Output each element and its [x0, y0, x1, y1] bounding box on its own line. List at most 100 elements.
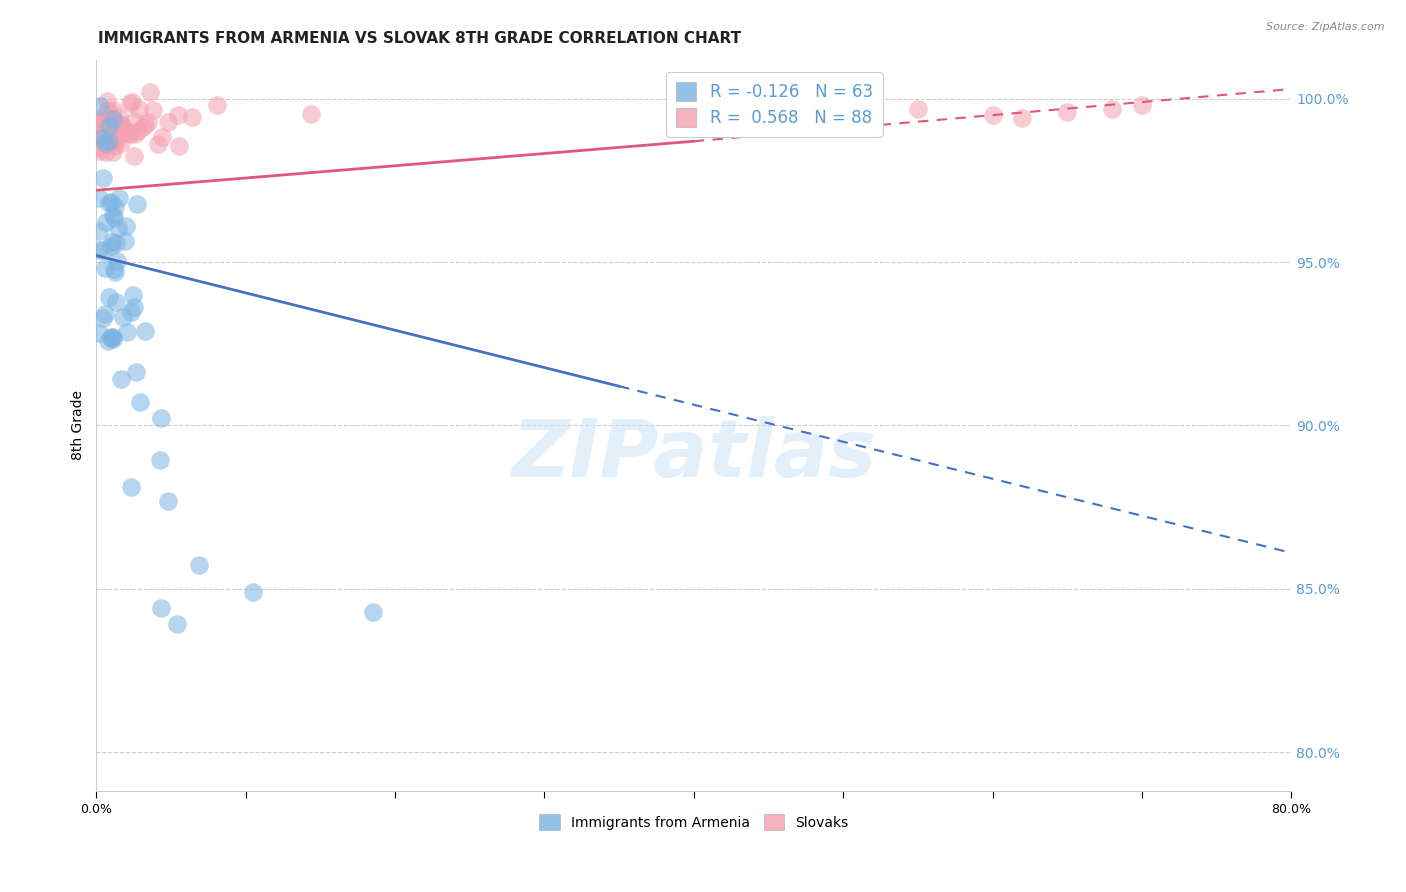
- Point: [100, 330, 122, 344]
- Point: [149, 453, 172, 467]
- Point: [103, 139, 125, 153]
- Point: [150, 129, 173, 144]
- Point: [89, 119, 111, 133]
- Text: Source: ZipAtlas.com: Source: ZipAtlas.com: [1267, 22, 1385, 32]
- Legend: Immigrants from Armenia, Slovaks: Immigrants from Armenia, Slovaks: [533, 808, 855, 836]
- Point: [89, 99, 111, 113]
- Point: [180, 110, 202, 124]
- Point: [93, 126, 115, 140]
- Point: [94, 307, 117, 321]
- Point: [981, 108, 1004, 122]
- Point: [97, 129, 120, 144]
- Point: [101, 330, 124, 344]
- Point: [108, 110, 131, 124]
- Point: [90, 131, 112, 145]
- Point: [89, 120, 111, 135]
- Point: [122, 301, 145, 315]
- Point: [100, 331, 122, 345]
- Point: [100, 112, 122, 127]
- Point: [758, 98, 780, 112]
- Point: [1056, 104, 1078, 119]
- Point: [115, 325, 138, 339]
- Point: [100, 112, 122, 126]
- Point: [89, 140, 111, 154]
- Point: [114, 234, 136, 248]
- Point: [111, 122, 134, 136]
- Point: [97, 334, 120, 349]
- Point: [101, 235, 124, 250]
- Point: [108, 120, 131, 135]
- Point: [139, 85, 162, 99]
- Point: [105, 295, 128, 310]
- Point: [89, 225, 111, 239]
- Point: [97, 103, 120, 117]
- Point: [89, 136, 111, 150]
- Text: IMMIGRANTS FROM ARMENIA VS SLOVAK 8TH GRADE CORRELATION CHART: IMMIGRANTS FROM ARMENIA VS SLOVAK 8TH GR…: [98, 31, 741, 46]
- Point: [1130, 98, 1153, 112]
- Point: [122, 149, 145, 163]
- Point: [105, 236, 128, 251]
- Point: [242, 585, 264, 599]
- Point: [89, 129, 111, 144]
- Point: [111, 119, 134, 133]
- Point: [89, 128, 111, 143]
- Point: [97, 196, 120, 211]
- Point: [124, 128, 146, 142]
- Point: [120, 480, 142, 494]
- Point: [107, 119, 129, 133]
- Point: [167, 108, 190, 122]
- Point: [89, 111, 111, 125]
- Point: [89, 191, 111, 205]
- Point: [100, 239, 122, 253]
- Point: [115, 219, 138, 233]
- Point: [98, 119, 121, 133]
- Point: [98, 134, 121, 148]
- Point: [103, 208, 125, 222]
- Point: [103, 145, 125, 160]
- Point: [89, 144, 111, 158]
- Text: ZIPatlas: ZIPatlas: [512, 416, 876, 493]
- Point: [93, 170, 115, 185]
- Point: [90, 127, 112, 141]
- Point: [112, 310, 135, 325]
- Point: [89, 243, 111, 257]
- Point: [105, 123, 128, 137]
- Point: [91, 244, 114, 258]
- Point: [105, 254, 128, 268]
- Point: [101, 333, 124, 347]
- Point: [97, 118, 120, 132]
- Point: [104, 128, 127, 143]
- Point: [91, 127, 114, 141]
- Point: [142, 103, 165, 118]
- Point: [91, 116, 114, 130]
- Point: [91, 310, 114, 325]
- Point: [125, 365, 148, 379]
- Point: [103, 262, 125, 277]
- Point: [129, 394, 152, 409]
- Point: [148, 136, 170, 151]
- Point: [93, 113, 115, 128]
- Point: [122, 113, 145, 128]
- Point: [89, 127, 111, 141]
- Point: [907, 102, 929, 116]
- Point: [110, 117, 132, 131]
- Point: [149, 601, 172, 615]
- Point: [97, 134, 120, 148]
- Point: [101, 112, 124, 126]
- Point: [361, 605, 384, 619]
- Point: [89, 115, 111, 129]
- Y-axis label: 8th Grade: 8th Grade: [72, 391, 86, 460]
- Point: [149, 411, 172, 425]
- Point: [1101, 102, 1123, 116]
- Point: [89, 130, 111, 145]
- Point: [94, 261, 117, 276]
- Point: [94, 136, 117, 150]
- Point: [108, 191, 131, 205]
- Point: [121, 288, 143, 302]
- Point: [101, 103, 124, 117]
- Point: [205, 97, 228, 112]
- Point: [100, 136, 122, 150]
- Point: [100, 194, 122, 209]
- Point: [121, 95, 143, 109]
- Point: [105, 118, 128, 132]
